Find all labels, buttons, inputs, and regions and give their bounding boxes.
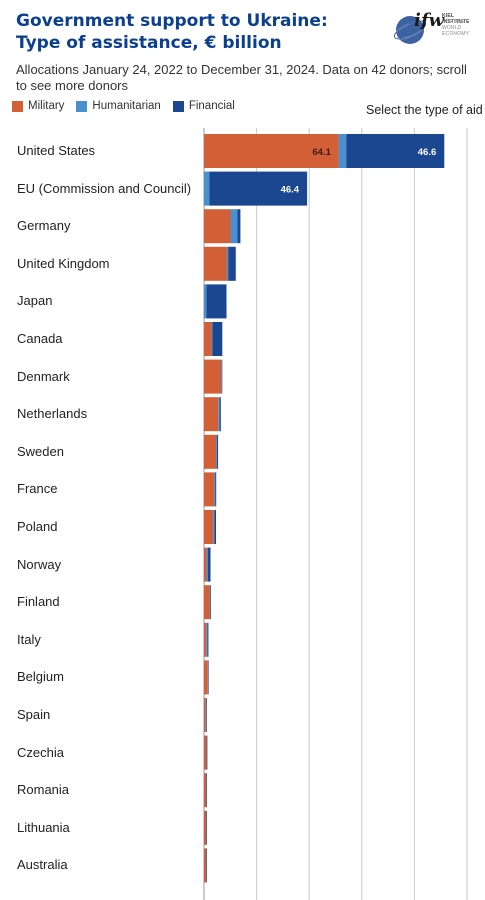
bar-netherlands-military [204,397,219,432]
bar-romania-military [204,773,207,808]
category-label-italy: Italy [17,631,41,647]
bar-canada-financial [212,322,223,356]
bar-united-kingdom-humanitarian [226,246,229,281]
category-label-united-states: United States [17,143,96,158]
legend-label-financial: Financial [188,100,235,112]
category-label-netherlands: Netherlands [17,406,88,422]
bar-canada-military [204,322,212,356]
category-label-belgium: Belgium [17,669,64,685]
data-label-united-states-financial: 46.6 [418,147,437,158]
bar-eu-commission-and-council-financial [209,171,308,206]
bar-united-states-financial [346,134,445,168]
bar-spain-military [204,698,206,732]
bar-netherlands-financial [219,397,221,432]
bar-france-military [204,472,215,507]
bar-united-kingdom-military [204,246,227,281]
bar-germany-humanitarian [230,209,238,244]
chart-subtitle: Allocations January 24, 2022 to December… [16,62,467,93]
legend-swatch-military [12,100,23,112]
category-label-poland: Poland [17,519,58,534]
category-label-united-kingdom: United Kingdom [17,255,110,271]
category-label-norway: Norway [17,556,62,572]
bar-czechia-financial [206,735,208,770]
bar-norway-financial [207,547,211,582]
data-label-eu-commission-and-council-financial: 46.4 [281,185,300,196]
bar-japan-financial [206,284,227,319]
bar-canada-humanitarian [211,322,213,356]
bar-france-humanitarian [214,472,216,507]
bar-united-kingdom-financial [228,246,236,281]
aid-type-select[interactable]: Select the type of aid [366,103,483,117]
bar-norway-humanitarian [206,547,208,582]
bar-australia-financial [206,848,207,883]
legend: Military Humanitarian Financial [12,100,247,112]
category-label-finland: Finland [17,594,60,610]
bar-finland-financial [210,585,211,620]
bar-france-financial [215,472,217,507]
bar-australia-military [204,848,207,883]
data-label-united-states-military: 64.1 [312,147,331,158]
bar-japan-humanitarian [204,284,207,319]
legend-item-military[interactable]: Military [12,100,64,112]
category-label-germany: Germany [17,218,71,234]
globe-icon [393,16,427,44]
category-label-australia: Australia [17,857,68,873]
category-label-japan: Japan [17,293,53,309]
logo-wordmark: ifw [414,10,445,31]
bar-belgium-financial [207,660,209,695]
bar-sweden-humanitarian [215,434,218,469]
bar-lithuania-financial [206,810,207,845]
logo-line-2: FOR THE WORLD ECONOMY [442,19,470,37]
bar-finland-military [204,585,210,620]
category-label-eu-commission-and-council: EU (Commission and Council) [17,180,192,196]
bar-italy-financial [207,622,209,657]
bar-norway-military [204,547,207,582]
bar-denmark-financial [221,359,223,394]
bar-italy-military [204,622,207,657]
bar-poland-military [204,510,214,544]
bar-sweden-financial [217,434,219,469]
category-label-canada: Canada [17,331,63,346]
legend-label-military: Military [28,100,65,112]
bar-denmark-humanitarian [221,359,222,394]
bar-sweden-military [204,434,216,469]
legend-swatch-humanitarian [76,100,88,112]
bar-poland-humanitarian [213,510,215,544]
bar-germany-military [204,209,231,244]
bar-germany-financial [237,209,241,244]
chart-title: Government support to Ukraine: Type of a… [16,11,328,53]
category-label-denmark: Denmark [17,368,70,384]
bar-netherlands-humanitarian [218,397,220,432]
bar-lithuania-military [204,810,207,845]
category-label-spain: Spain [17,707,51,722]
bar-romania-financial [206,773,207,808]
bar-eu-commission-and-council-humanitarian [204,171,210,206]
bar-belgium-military [204,660,208,695]
bar-italy-humanitarian [206,622,208,657]
bar-czechia-military [204,735,207,770]
legend-item-humanitarian[interactable]: Humanitarian [76,100,161,112]
bar-denmark-military [204,359,222,394]
bar-united-states-military [204,134,339,168]
ifw-kiel-logo: ifw KIEL INSTITUTE FOR THE WORLD ECONOMY [388,8,478,48]
legend-swatch-financial [172,100,184,112]
bar-united-states-humanitarian [338,134,347,168]
bar-finland-humanitarian [209,585,211,620]
category-label-lithuania: Lithuania [17,819,70,835]
category-label-czechia: Czechia [17,744,64,760]
bar-spain-humanitarian [205,698,207,732]
bar-spain-financial [206,698,207,732]
bar-poland-financial [214,510,216,544]
legend-label-humanitarian: Humanitarian [92,100,161,112]
category-label-sweden: Sweden [17,443,64,459]
logo-line-1: KIEL INSTITUTE [442,13,470,25]
legend-item-financial[interactable]: Financial [172,100,235,112]
category-label-france: France [17,481,58,497]
category-label-romania: Romania [17,782,70,798]
